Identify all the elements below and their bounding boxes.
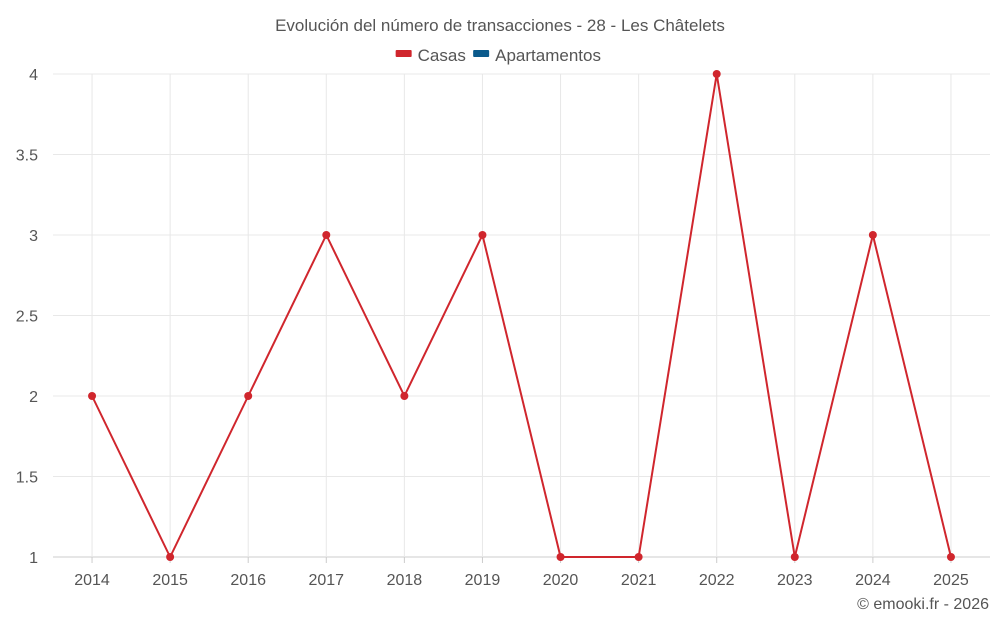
x-tick-label: 2025 bbox=[933, 572, 969, 589]
data-point[interactable] bbox=[322, 231, 331, 239]
legend-item-casas[interactable]: Casas bbox=[395, 46, 466, 65]
data-point[interactable] bbox=[556, 553, 565, 561]
chart-title: Evolución del número de transacciones - … bbox=[275, 16, 725, 35]
data-point[interactable] bbox=[400, 392, 409, 400]
x-tick-label: 2019 bbox=[465, 572, 501, 589]
y-tick-label: 3 bbox=[29, 228, 38, 245]
x-tick-label: 2017 bbox=[308, 572, 344, 589]
data-point[interactable] bbox=[946, 553, 955, 561]
data-point[interactable] bbox=[244, 392, 253, 400]
y-axis-ticks: 1 1.5 2 2.5 3 3.5 4 bbox=[16, 67, 38, 567]
legend-swatch bbox=[395, 50, 412, 57]
data-point[interactable] bbox=[166, 553, 175, 561]
footer-credit: © emooki.fr - 2026 bbox=[857, 596, 989, 613]
y-tick-label: 2.5 bbox=[16, 309, 38, 326]
data-point[interactable] bbox=[634, 553, 643, 561]
legend-label: Casas bbox=[418, 46, 466, 65]
legend-item-apartamentos[interactable]: Apartamentos bbox=[473, 46, 601, 65]
data-point[interactable] bbox=[478, 231, 487, 239]
x-tick-label: 2014 bbox=[74, 572, 110, 589]
series-layer bbox=[88, 70, 955, 561]
grid-lines bbox=[53, 73, 990, 558]
y-tick-label: 4 bbox=[29, 67, 38, 84]
x-tick-label: 2023 bbox=[777, 572, 813, 589]
x-tick-label: 2021 bbox=[621, 572, 657, 589]
y-tick-label: 1 bbox=[29, 550, 38, 567]
legend: Casas Apartamentos bbox=[395, 46, 601, 65]
y-tick-label: 2 bbox=[29, 389, 38, 406]
y-tick-label: 1.5 bbox=[16, 470, 38, 487]
x-axis-ticks: 2014 2015 2016 2017 2018 2019 2020 2021 2022 2023… bbox=[74, 557, 969, 589]
x-tick-label: 2024 bbox=[855, 572, 891, 589]
data-point[interactable] bbox=[88, 392, 97, 400]
x-tick-label: 2015 bbox=[152, 572, 188, 589]
data-point[interactable] bbox=[712, 70, 721, 78]
x-tick-label: 2018 bbox=[387, 572, 423, 589]
x-tick-label: 2016 bbox=[230, 572, 266, 589]
data-point[interactable] bbox=[790, 553, 799, 561]
x-tick-label: 2022 bbox=[699, 572, 735, 589]
data-point[interactable] bbox=[868, 231, 877, 239]
x-tick-label: 2020 bbox=[543, 572, 579, 589]
legend-swatch bbox=[473, 50, 490, 57]
legend-label: Apartamentos bbox=[495, 46, 601, 65]
y-tick-label: 3.5 bbox=[16, 148, 38, 165]
series-line-casas bbox=[91, 73, 952, 558]
